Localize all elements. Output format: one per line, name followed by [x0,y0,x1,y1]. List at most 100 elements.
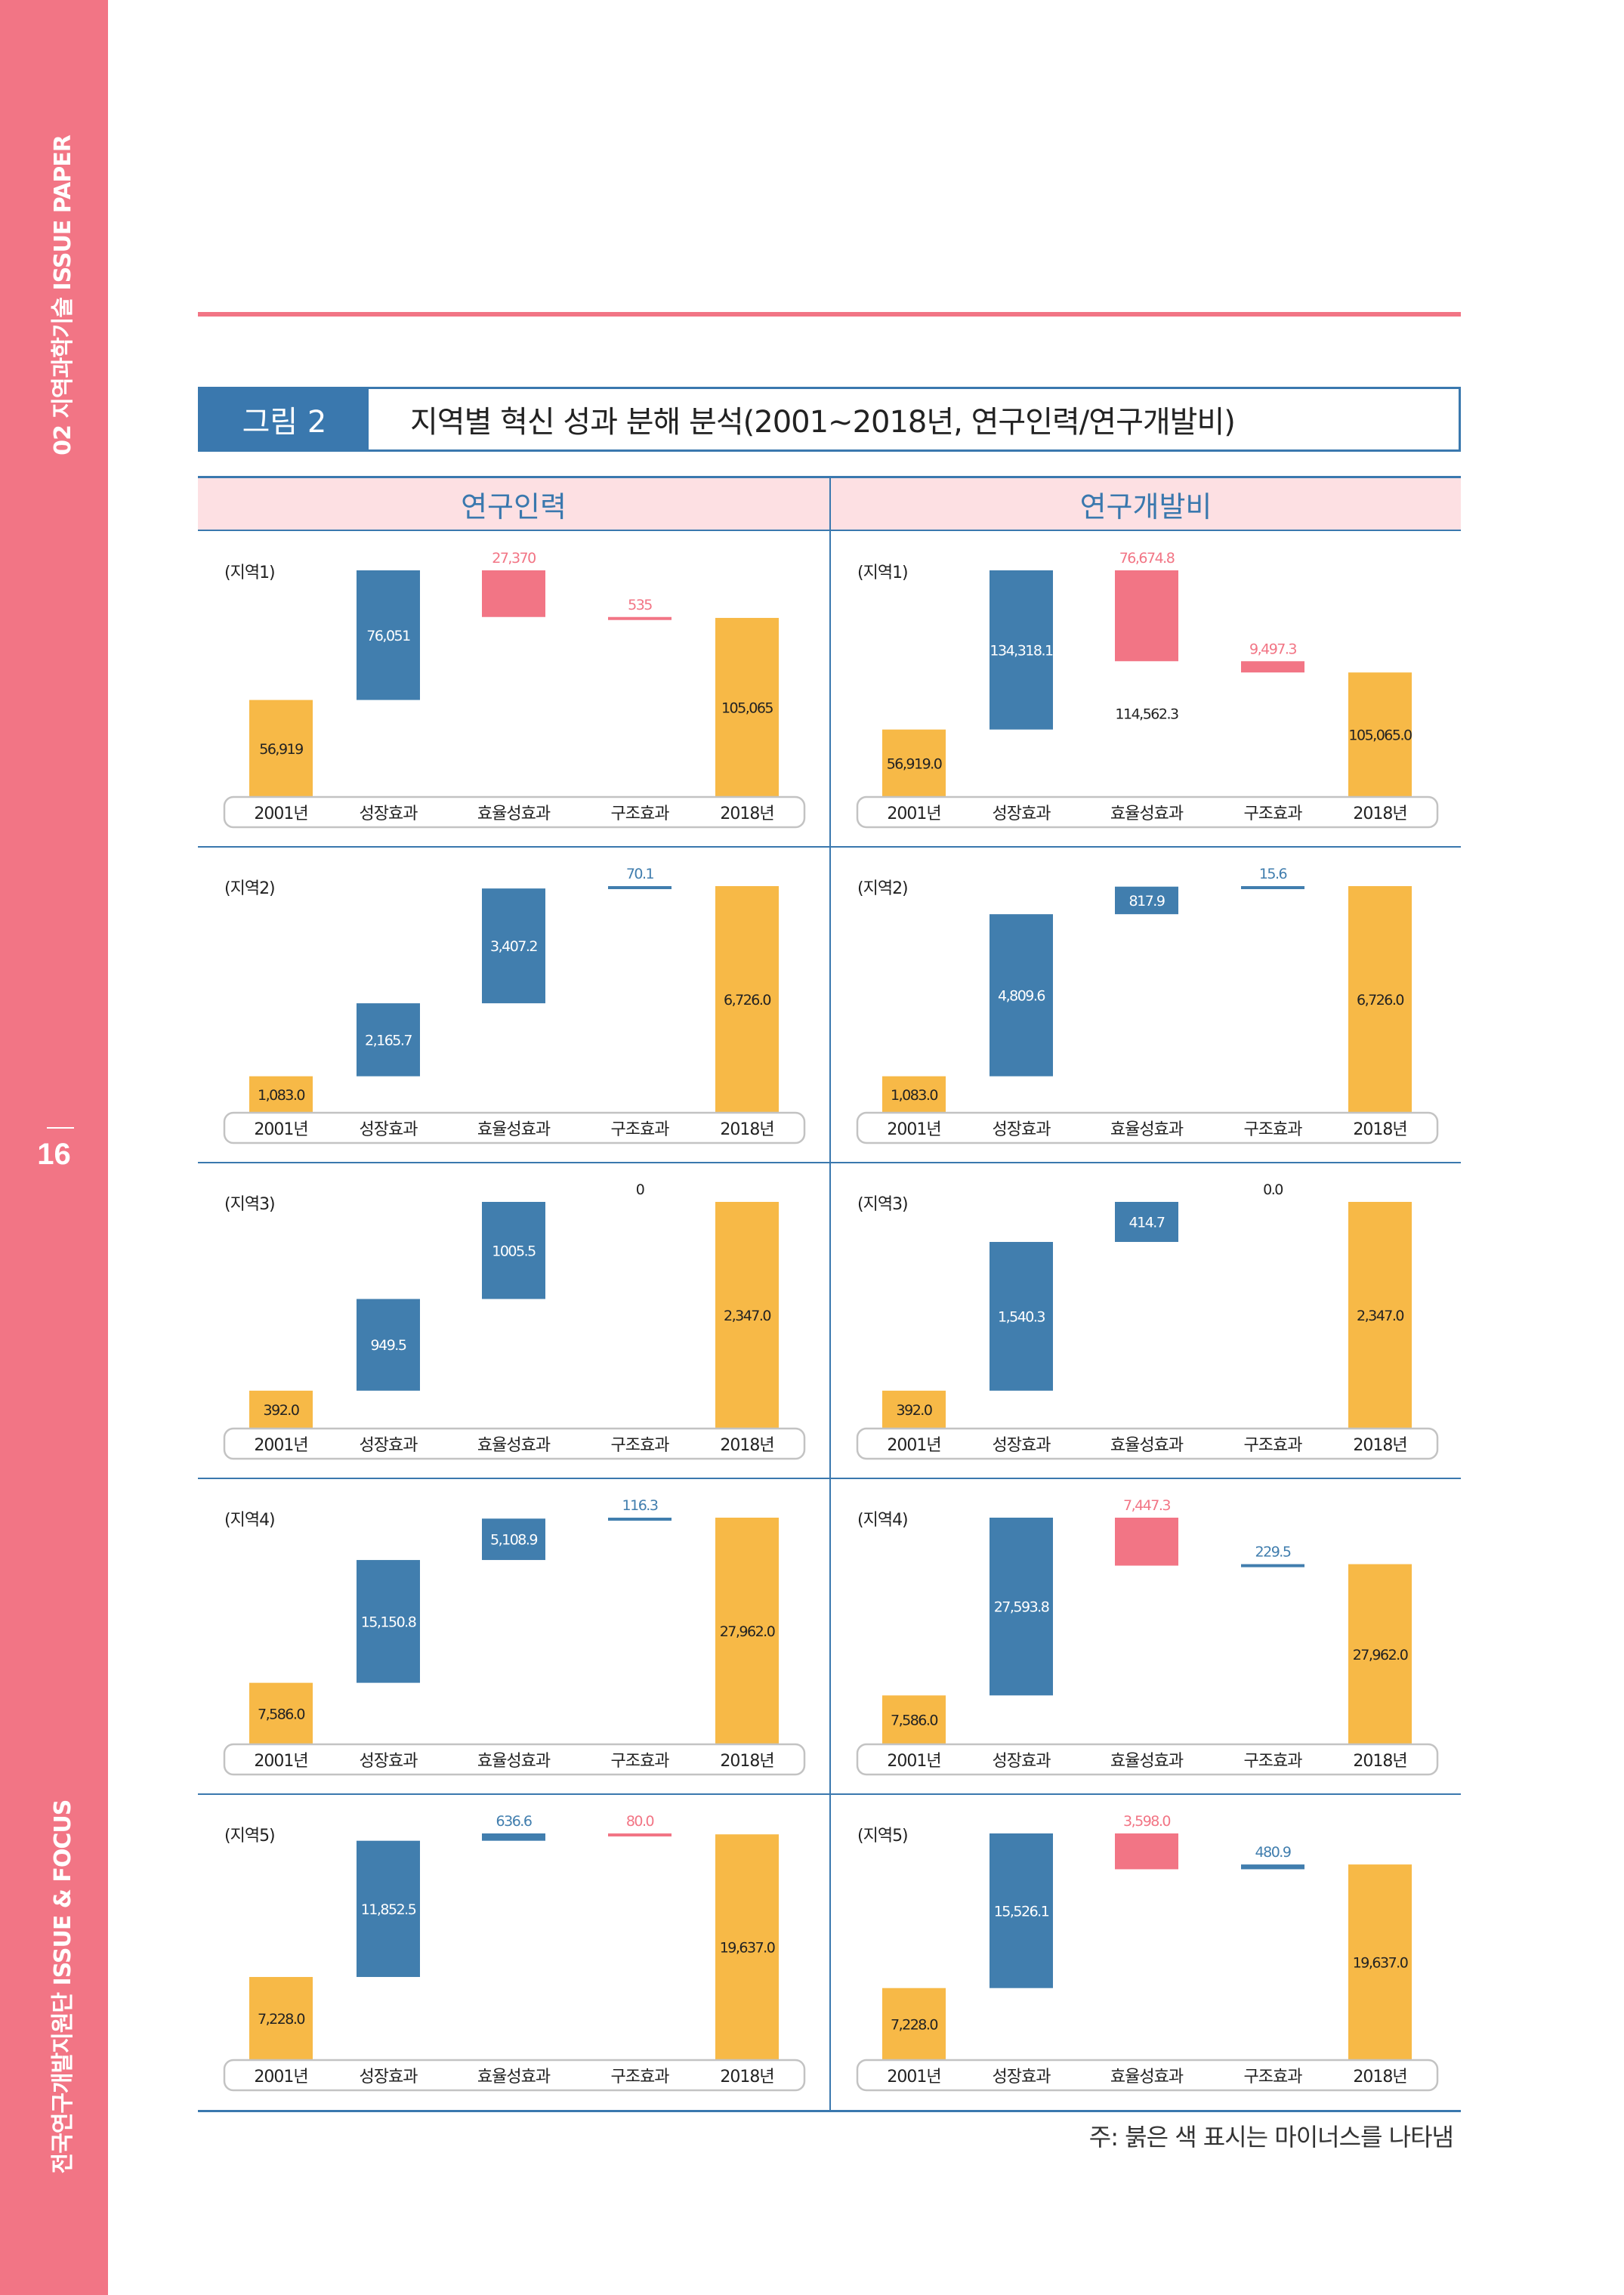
waterfall-chart: (지역4) 7,586.0 15,150.8 5,108.9 116.3 27,962.0… [198,1478,829,1794]
data-label: 392.0 [264,1402,299,1419]
base-bar [715,1518,779,1744]
positive-bar [482,888,545,1004]
data-label: 0 [636,1181,644,1198]
waterfall-chart-svg: (지역1) 56,919 76,051 27,370 535 105,065 2001년 성장… [223,550,806,829]
category-label: 성장효과 [993,2068,1051,2087]
figure-label: 그림 2 [200,389,369,449]
category-label: 구조효과 [1244,1436,1303,1455]
category-label: 성장효과 [360,1752,418,1771]
category-label: 2001년 [887,1120,940,1139]
waterfall-chart-svg: (지역5) 7,228.0 15,526.1 3,598.0 480.9 19,637.0… [856,1813,1439,2092]
positive-bar [482,1202,545,1299]
sidebar-series-title: 전국연구개발지원단 ISSUE & FOCUS [50,1799,76,2174]
data-label: 56,919 [259,741,303,758]
positive-bar [357,1560,420,1683]
data-label: 2,347.0 [1357,1308,1403,1324]
category-label: 구조효과 [1244,1752,1303,1771]
category-axis-box [223,1427,806,1460]
data-label: 15,526.1 [994,1903,1049,1920]
data-label: 414.7 [1129,1215,1165,1231]
category-axis-box [223,795,806,829]
waterfall-chart: (지역4) 7,586.0 27,593.8 7,447.3 229.5 27,962.0… [831,1478,1462,1794]
category-label: 성장효과 [360,805,418,823]
base-bar [882,1695,946,1744]
data-label: 1,083.0 [258,1087,304,1104]
category-axis-box [856,1111,1439,1144]
positive-bar [608,886,672,889]
waterfall-chart-svg: (지역4) 7,586.0 15,150.8 5,108.9 116.3 27,962.0… [223,1497,806,1776]
data-label: 105,065 [721,700,773,716]
data-label: 70.1 [626,866,654,882]
category-label: 성장효과 [360,2068,418,2087]
data-label: 4,809.6 [998,987,1045,1004]
positive-bar [1115,886,1178,915]
footnote: 주: 붉은 색 표시는 마이너스를 나타냄 [1088,2123,1454,2151]
category-axis-box [223,2059,806,2092]
category-label: 효율성효과 [477,1436,551,1455]
data-label: 1005.5 [492,1243,536,1259]
base-bar [715,617,779,797]
category-label: 성장효과 [993,1752,1051,1771]
category-label: 2001년 [254,2068,307,2087]
region-label: (지역5) [224,1827,275,1846]
data-label: 392.0 [897,1402,932,1419]
base-bar [1348,1202,1412,1429]
region-label: (지역2) [224,879,275,898]
category-label: 2018년 [720,1752,773,1771]
base-bar [249,700,313,797]
category-label: 2018년 [1353,1120,1406,1139]
column-header-rnd-expense: 연구개발비 [831,478,1461,531]
base-bar [882,1076,946,1113]
category-label: 2018년 [720,2068,773,2087]
category-label: 2001년 [887,805,940,823]
category-label: 성장효과 [993,1120,1051,1139]
data-label: 7,228.0 [891,2016,937,2033]
waterfall-chart: (지역2) 1,083.0 4,809.6 817.9 15.6 6,726.0 2001년… [831,847,1462,1163]
category-axis-box [856,795,1439,829]
positive-bar [1115,1202,1178,1243]
data-label: 6,726.0 [724,992,770,1009]
data-label: 7,586.0 [891,1713,937,1729]
category-label: 2018년 [1353,805,1406,823]
data-label: 27,370 [492,550,536,567]
data-label: 19,637.0 [1353,1955,1408,1972]
waterfall-chart-svg: (지역5) 7,228.0 11,852.5 636.6 80.0 19,637.0 200… [223,1813,806,2092]
waterfall-chart: (지역5) 7,228.0 11,852.5 636.6 80.0 19,637.0 200… [198,1794,829,2110]
positive-bar [357,1299,420,1391]
data-label: 3,598.0 [1123,1813,1170,1830]
data-label: 27,962.0 [720,1623,775,1640]
data-label: 0.0 [1263,1181,1283,1198]
positive-bar [357,570,420,700]
positive-bar [1241,886,1304,889]
category-label: 2018년 [1353,1436,1406,1455]
data-label: 535 [628,597,652,613]
data-label: 80.0 [626,1813,654,1830]
positive-bar [990,1518,1053,1696]
category-label: 효율성효과 [1110,2068,1184,2087]
page-number: 16 [37,1138,71,1171]
row-divider [198,1793,1461,1795]
waterfall-chart: (지역5) 7,228.0 15,526.1 3,598.0 480.9 19,637.0… [831,1794,1462,2110]
category-label: 2018년 [720,805,773,823]
figure-title: 지역별 혁신 성과 분해 분석(2001~2018년, 연구인력/연구개발비) [410,405,1236,440]
category-label: 2018년 [1353,1752,1406,1771]
category-label: 2001년 [887,1436,940,1455]
category-label: 성장효과 [360,1436,418,1455]
data-label: 7,228.0 [258,2011,304,2028]
category-label: 효율성효과 [1110,1752,1184,1771]
data-label: 6,726.0 [1357,992,1403,1009]
region-label: (지역2) [857,879,908,898]
category-label: 구조효과 [611,805,670,823]
category-label: 2001년 [887,2068,940,2087]
category-label: 효율성효과 [477,2068,551,2087]
category-label: 2001년 [254,1436,307,1455]
data-label: 56,919.0 [887,755,942,772]
data-label: 1,540.3 [998,1308,1045,1325]
negative-bar [482,570,545,617]
waterfall-chart-svg: (지역3) 392.0 949.5 1005.5 0 2,347.0 2001년 성장효과 효율… [223,1181,806,1460]
category-label: 구조효과 [1244,2068,1303,2087]
waterfall-chart-svg: (지역2) 1,083.0 2,165.7 3,407.2 70.1 6,726.0 200… [223,866,806,1144]
category-label: 성장효과 [993,805,1051,823]
data-label: 2,347.0 [724,1308,770,1324]
data-label: 27,962.0 [1353,1647,1408,1663]
